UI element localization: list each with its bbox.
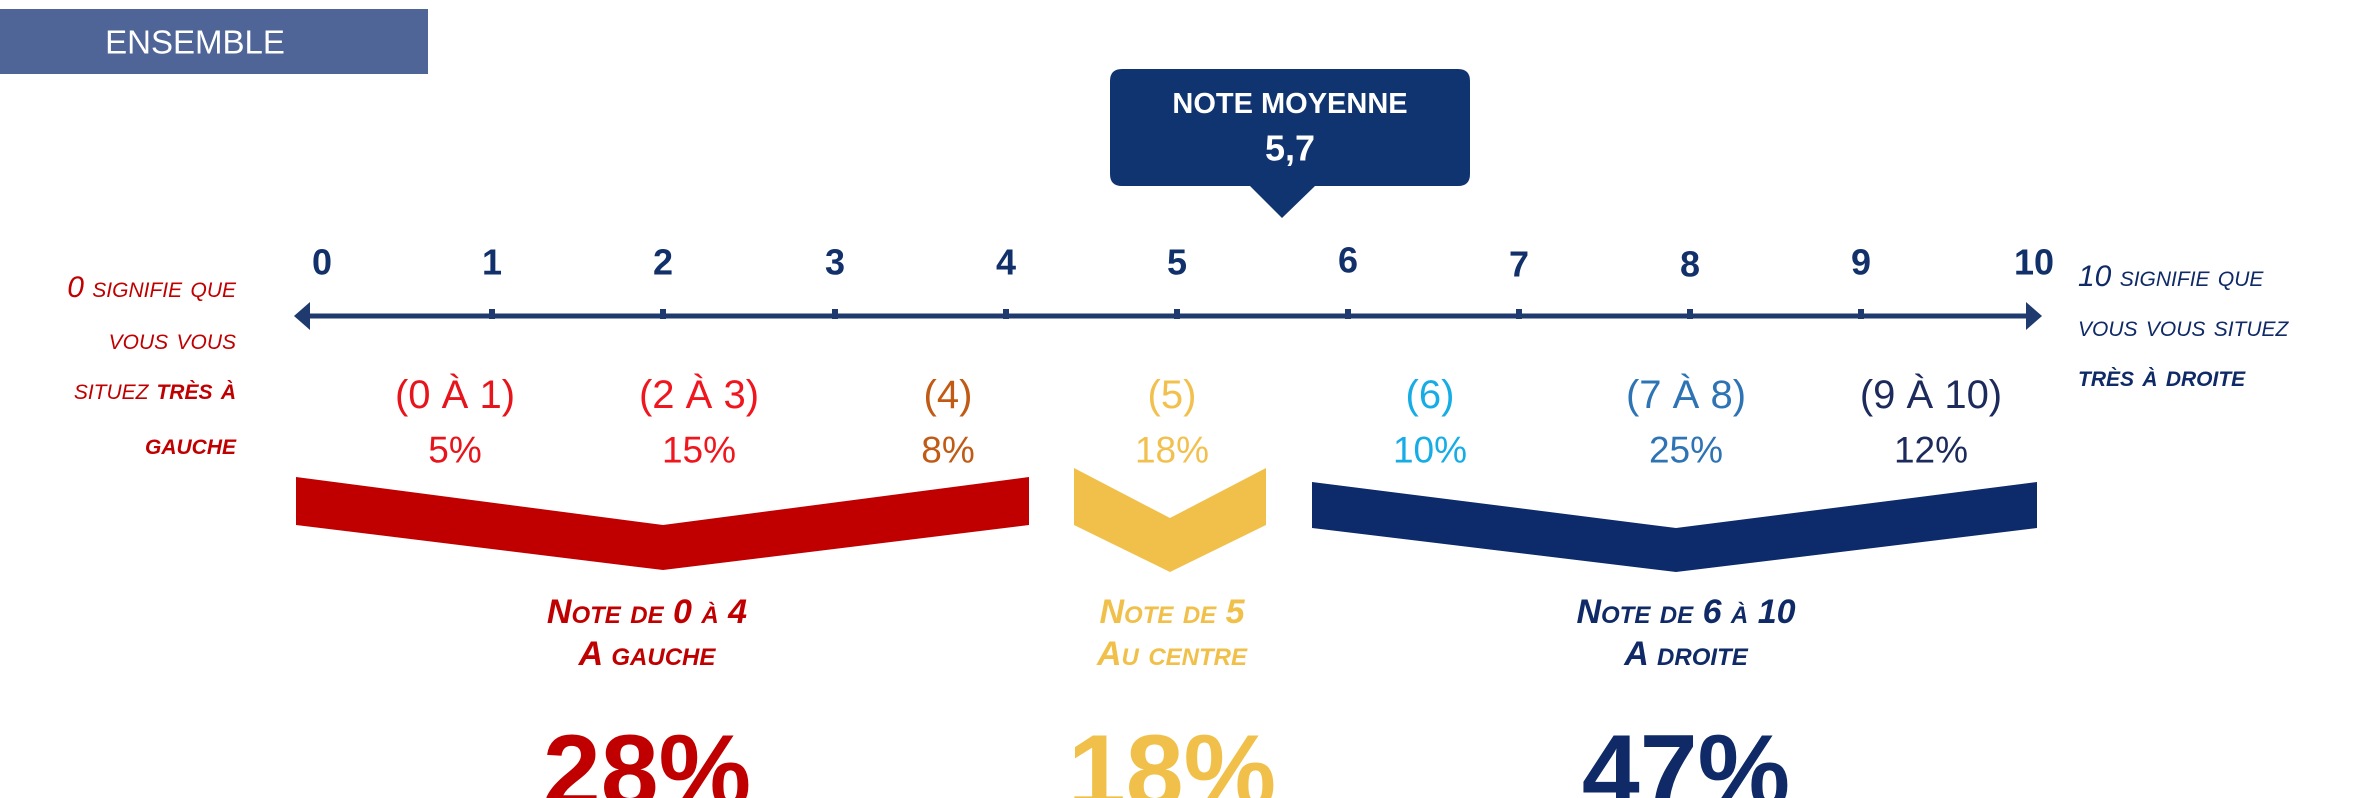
tick-label: 1 (482, 242, 502, 283)
tick-mark (1516, 309, 1522, 319)
summary-subtitle: Au centre (1096, 635, 1248, 673)
tick-mark (489, 309, 495, 319)
tick-label: 5 (1167, 242, 1187, 283)
average-callout (1110, 69, 1470, 218)
group-share: 5% (428, 430, 481, 471)
axis-arrow-right (2026, 302, 2042, 330)
side-note-emphasis: gauche (145, 428, 237, 461)
tick-label: 0 (312, 242, 332, 283)
side-note: gauche (145, 428, 237, 461)
group-range: (4) (924, 373, 973, 417)
axis-arrow-left (294, 302, 310, 330)
header-title: ENSEMBLE (105, 24, 285, 61)
side-note: 0 signifie que (67, 271, 237, 304)
group-share: 15% (662, 430, 736, 471)
tick-mark (660, 309, 666, 319)
tick-mark (1687, 309, 1693, 319)
tick-label: 2 (653, 242, 673, 283)
group-share: 8% (921, 430, 974, 471)
summary-title: Note de 6 à 10 (1576, 593, 1795, 631)
tick-mark (832, 309, 838, 319)
group-range: (0 À 1) (395, 372, 515, 417)
tick-label: 10 (2014, 242, 2054, 283)
side-note: vous vous situez (2078, 310, 2290, 343)
tick-label: 3 (825, 242, 845, 283)
tick-mark (1345, 309, 1351, 319)
tick-mark (1003, 309, 1009, 319)
group-share: 10% (1393, 430, 1467, 471)
tick-label: 4 (996, 242, 1016, 283)
group-range: (5) (1148, 373, 1197, 417)
group-range: (9 À 10) (1860, 372, 2002, 417)
summary-title: Note de 5 (1099, 593, 1245, 631)
side-note: vous vous (109, 323, 236, 356)
group-range: (7 À 8) (1626, 372, 1746, 417)
side-note-text: vous vous situez (2078, 310, 2290, 343)
tick-mark (1174, 309, 1180, 319)
group-range: (2 À 3) (639, 372, 759, 417)
tick-label: 8 (1680, 244, 1700, 285)
tick-label: 9 (1851, 242, 1871, 283)
chevron-right (1312, 482, 2037, 572)
group-range: (6) (1406, 373, 1455, 417)
group-share: 18% (1135, 430, 1209, 471)
side-note: situez très à (74, 373, 236, 406)
side-note-text: vous vous (109, 323, 236, 356)
summary-share: 28% (543, 714, 751, 798)
side-note-emphasis: très à droite (2078, 360, 2246, 393)
chevron-left (296, 477, 1029, 570)
side-note-text: 0 signifie que (67, 271, 237, 304)
group-share: 25% (1649, 430, 1723, 471)
side-note-text: 10 signifie que (2078, 260, 2264, 293)
summary-subtitle: A gauche (578, 635, 717, 673)
tick-mark (1858, 309, 1864, 319)
header-box (0, 9, 428, 74)
average-value: 5,7 (1265, 128, 1315, 169)
side-note-text: situez (74, 373, 150, 406)
chevron-center (1074, 468, 1266, 572)
summary-subtitle: A droite (1623, 635, 1748, 673)
side-note: très à droite (2078, 360, 2246, 393)
summary-title: Note de 0 à 4 (547, 593, 747, 631)
side-note-emphasis: très à (156, 373, 236, 406)
tick-label: 7 (1509, 244, 1529, 285)
summary-share: 18% (1068, 714, 1276, 798)
group-share: 12% (1894, 430, 1968, 471)
summary-share: 47% (1582, 714, 1790, 798)
average-label: NOTE MOYENNE (1172, 88, 1407, 120)
tick-label: 6 (1338, 240, 1358, 281)
side-note: 10 signifie que (2078, 260, 2264, 293)
